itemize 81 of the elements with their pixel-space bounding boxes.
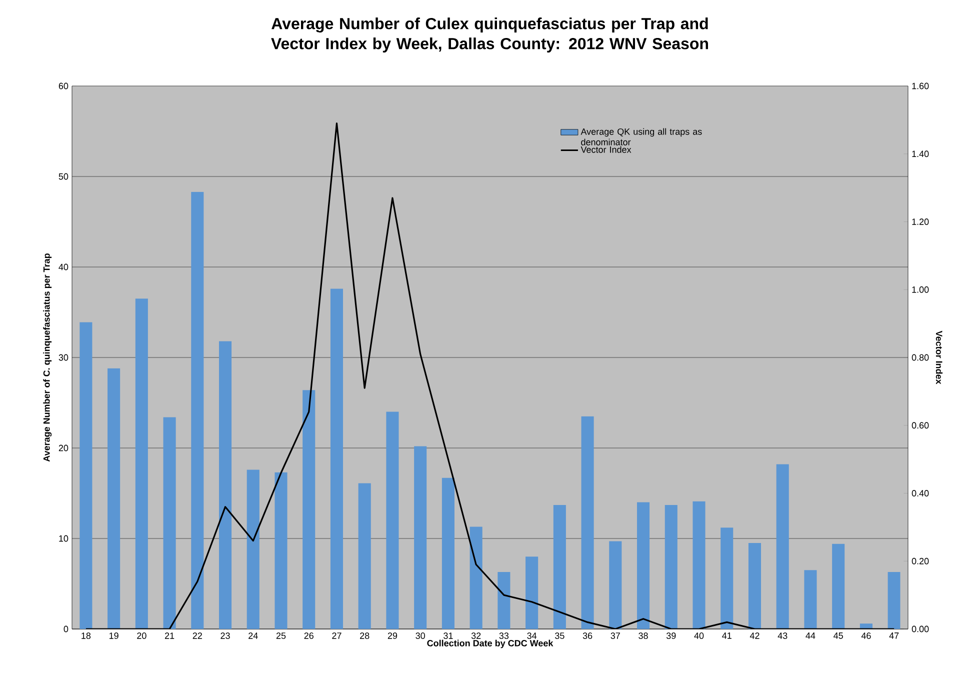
- y2-tick-label: 0.60: [912, 422, 929, 429]
- x-tick-label: 31: [444, 632, 453, 639]
- y2-tick-label: 1.60: [912, 82, 929, 90]
- bar: [692, 501, 706, 629]
- bar: [386, 412, 399, 629]
- x-tick-label: 35: [555, 632, 564, 639]
- x-tick-label: 26: [304, 632, 314, 639]
- bar: [553, 505, 566, 629]
- x-tick-label: 45: [834, 632, 843, 639]
- bar: [219, 341, 232, 629]
- bar: [80, 322, 92, 629]
- bar: [526, 556, 538, 629]
- x-tick-label: 36: [582, 632, 592, 639]
- x-tick-label: 19: [109, 632, 118, 639]
- bar: [720, 528, 734, 629]
- bar: [358, 483, 371, 629]
- x-tick-label: 28: [360, 632, 370, 639]
- bar: [246, 470, 260, 629]
- bar: [135, 298, 148, 629]
- x-tick-label: 43: [778, 632, 788, 639]
- x-tick-label: 33: [499, 632, 509, 639]
- x-tick-label: 18: [82, 632, 91, 639]
- x-tick-label: 21: [164, 632, 174, 639]
- x-tick-label: 37: [610, 632, 620, 639]
- bar: [609, 541, 622, 629]
- x-tick-label: 42: [750, 632, 760, 639]
- x-tick-label: 34: [527, 632, 537, 639]
- bar: [191, 192, 204, 629]
- bar: [637, 502, 650, 629]
- x-tick-label: 23: [220, 632, 230, 639]
- bar: [832, 544, 845, 629]
- x-tick-label: 22: [192, 632, 202, 639]
- x-tick-label: 24: [248, 632, 258, 639]
- bar: [108, 368, 120, 629]
- x-tick-label: 30: [416, 632, 425, 639]
- y-tick-label: 40: [58, 264, 68, 270]
- bar: [748, 543, 762, 629]
- y2-tick-label: 1.40: [912, 150, 929, 158]
- bar: [470, 526, 482, 629]
- bar: [498, 572, 510, 629]
- bar: [330, 288, 344, 629]
- x-tick-label: 39: [666, 632, 676, 639]
- bar: [581, 416, 594, 629]
- legend-label: Average QK using all traps as denominator: [580, 128, 702, 146]
- bar: [776, 464, 789, 629]
- x-tick-label: 46: [861, 632, 871, 639]
- x-tick-label: 20: [137, 632, 146, 639]
- x-tick-label: 40: [694, 632, 704, 639]
- x-axis-title: Collection Date by CDC Week: [427, 640, 554, 648]
- y2-tick-label: 0.40: [912, 490, 929, 496]
- y-tick-label: 30: [58, 354, 68, 361]
- chart-title: Average Number of Culex quinquefasciatus per Trap and Vector Index by Week, Dallas County: 2012 WNV Season: [271, 18, 708, 52]
- y-tick-label: 10: [59, 535, 68, 542]
- y2-tick-label: 0.20: [912, 558, 929, 564]
- y-axis-title: Average Number of C. quinquefasciatus per Trap: [43, 254, 52, 462]
- x-tick-label: 27: [332, 632, 342, 639]
- x-tick-label: 25: [276, 632, 286, 639]
- bar: [163, 417, 176, 629]
- y2-tick-label: 0.00: [912, 626, 929, 632]
- bar: [302, 390, 316, 629]
- bar: [804, 570, 817, 629]
- x-tick-label: 29: [388, 632, 398, 639]
- bar: [414, 446, 427, 629]
- y2-axis-title: Vector Index: [936, 330, 943, 384]
- bar: [274, 472, 288, 629]
- x-tick-label: 47: [889, 632, 899, 639]
- x-tick-label: 32: [471, 632, 481, 639]
- y-tick-label: 20: [58, 444, 68, 452]
- y2-tick-label: 1.00: [912, 286, 929, 293]
- x-tick-label: 41: [722, 632, 732, 639]
- legend-label: Vector Index: [580, 146, 632, 153]
- x-tick-label: 44: [806, 632, 816, 639]
- bar: [664, 505, 678, 629]
- x-tick-label: 38: [638, 632, 648, 639]
- bar: [888, 572, 900, 629]
- y2-tick-label: 0.80: [912, 354, 929, 361]
- y-tick-label: 50: [58, 173, 68, 180]
- bar: [442, 478, 454, 629]
- y2-tick-label: 1.20: [912, 218, 929, 225]
- y-tick-label: 0: [64, 626, 68, 632]
- y-tick-label: 60: [58, 82, 68, 90]
